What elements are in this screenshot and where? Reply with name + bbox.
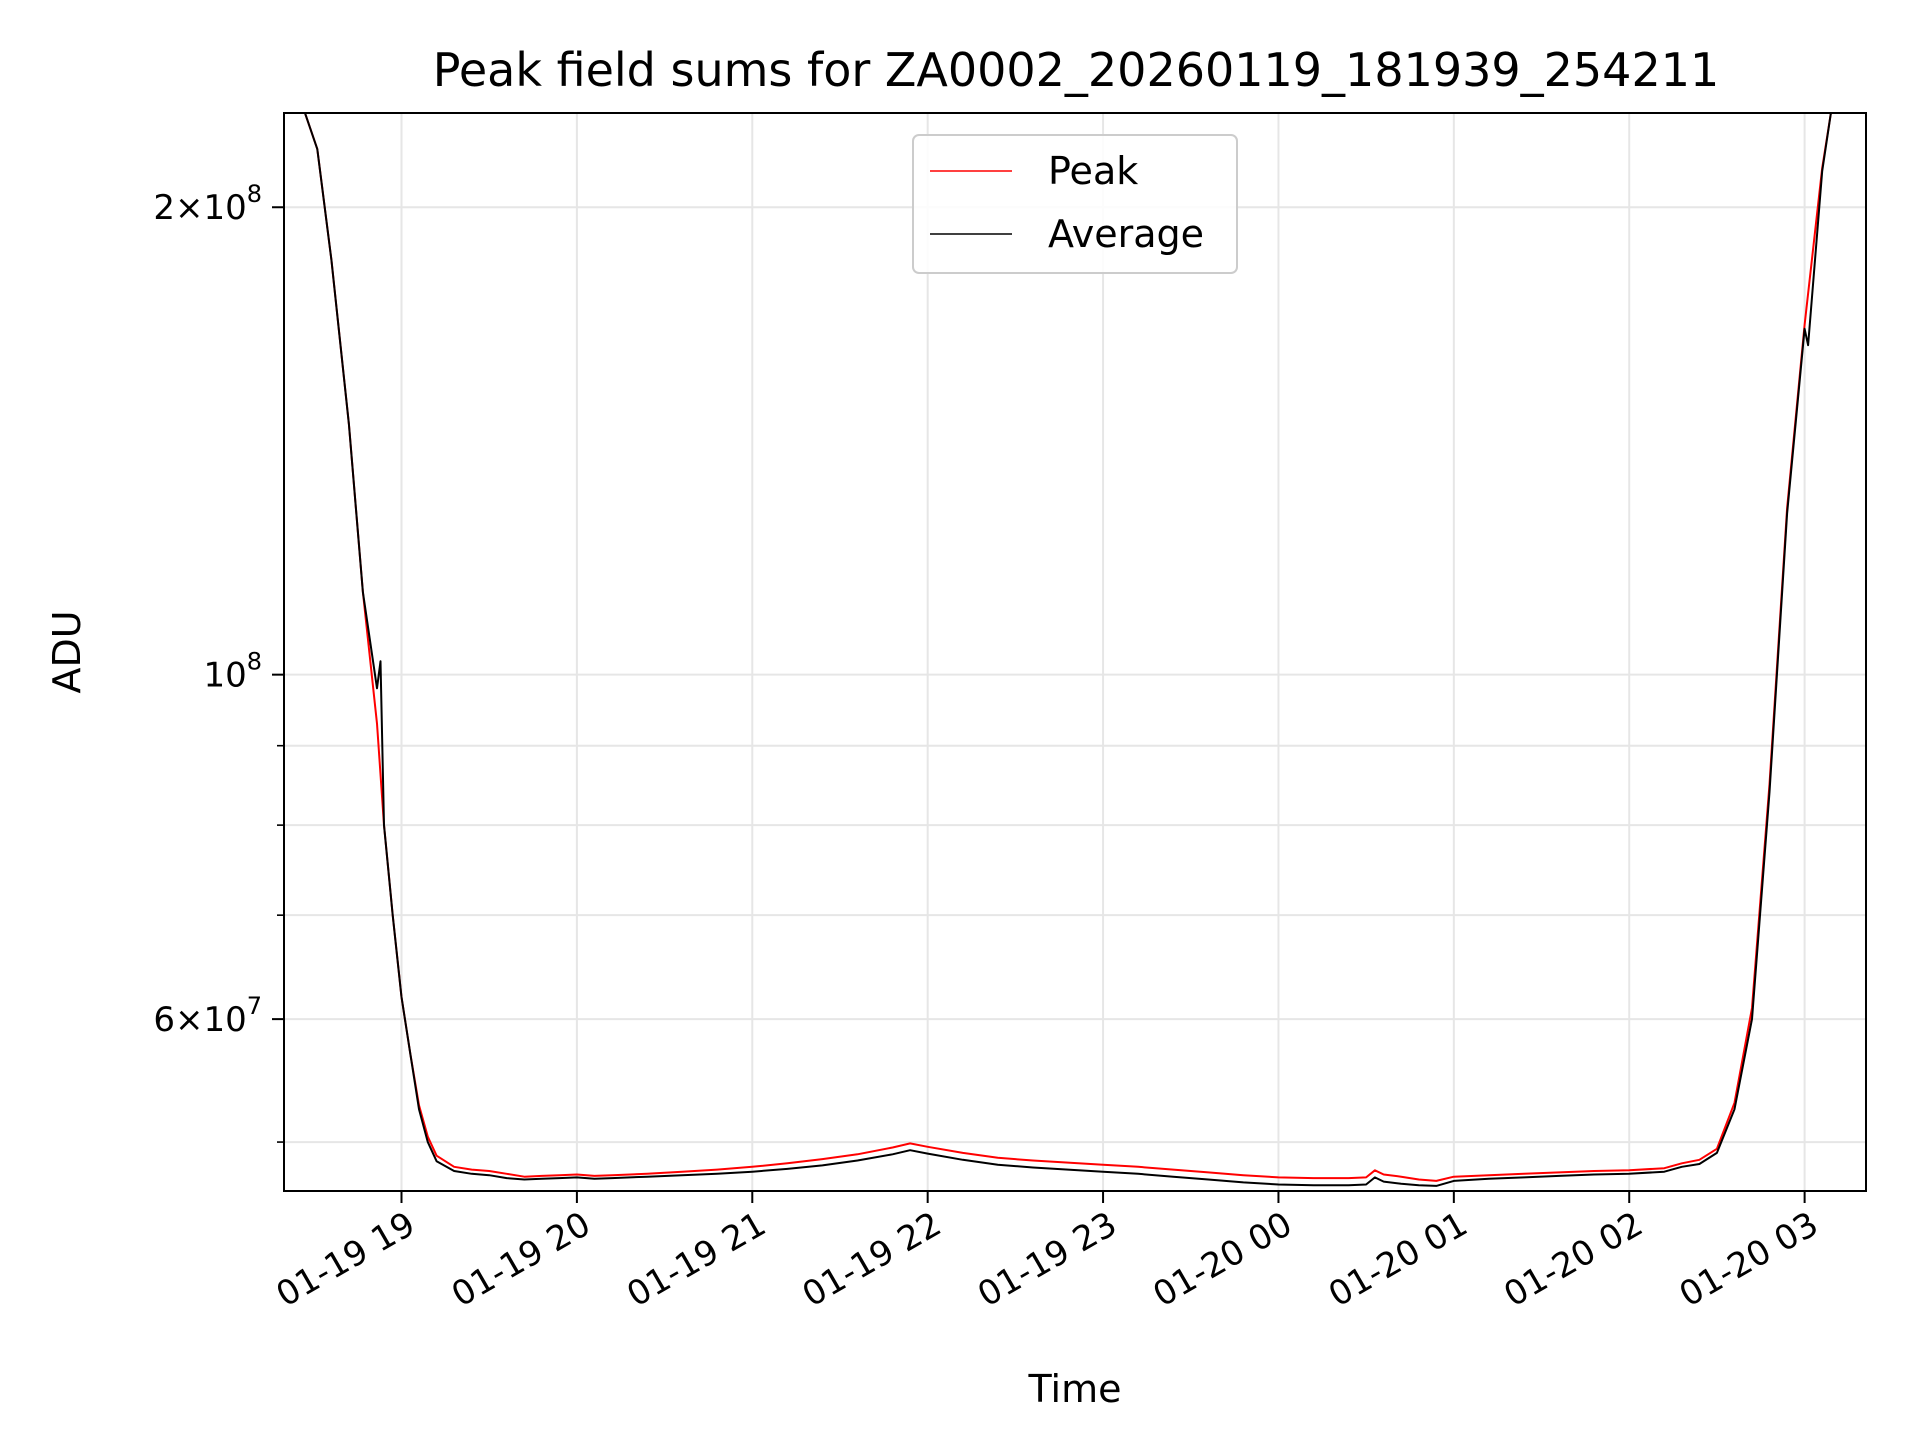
y-tick-label: 2×108	[153, 180, 262, 228]
plot-series	[284, 113, 1866, 1187]
y-tick-base: 6×10	[153, 1000, 246, 1040]
y-axis-label: ADU	[45, 610, 89, 693]
y-tick-base: 2×10	[153, 188, 246, 228]
y-tick-exponent: 8	[247, 648, 262, 676]
chart-title: Peak field sums for ZA0002_20260119_1819…	[433, 43, 1720, 97]
legend-label-peak: Peak	[1048, 149, 1138, 193]
y-tick-base: 10	[203, 656, 246, 696]
y-tick-label: 6×107	[153, 992, 262, 1040]
series-line-average	[284, 113, 1866, 1187]
y-tick-exponent: 8	[247, 180, 262, 208]
legend: Peak Average	[912, 134, 1238, 274]
x-axis-label: Time	[1028, 1367, 1122, 1411]
y-tick-label: 108	[203, 648, 262, 696]
series-line-peak	[284, 113, 1866, 1182]
y-tick-exponent: 7	[247, 992, 262, 1020]
plot-frame	[283, 112, 1867, 1192]
legend-box	[912, 134, 1238, 274]
legend-label-average: Average	[1048, 212, 1204, 256]
